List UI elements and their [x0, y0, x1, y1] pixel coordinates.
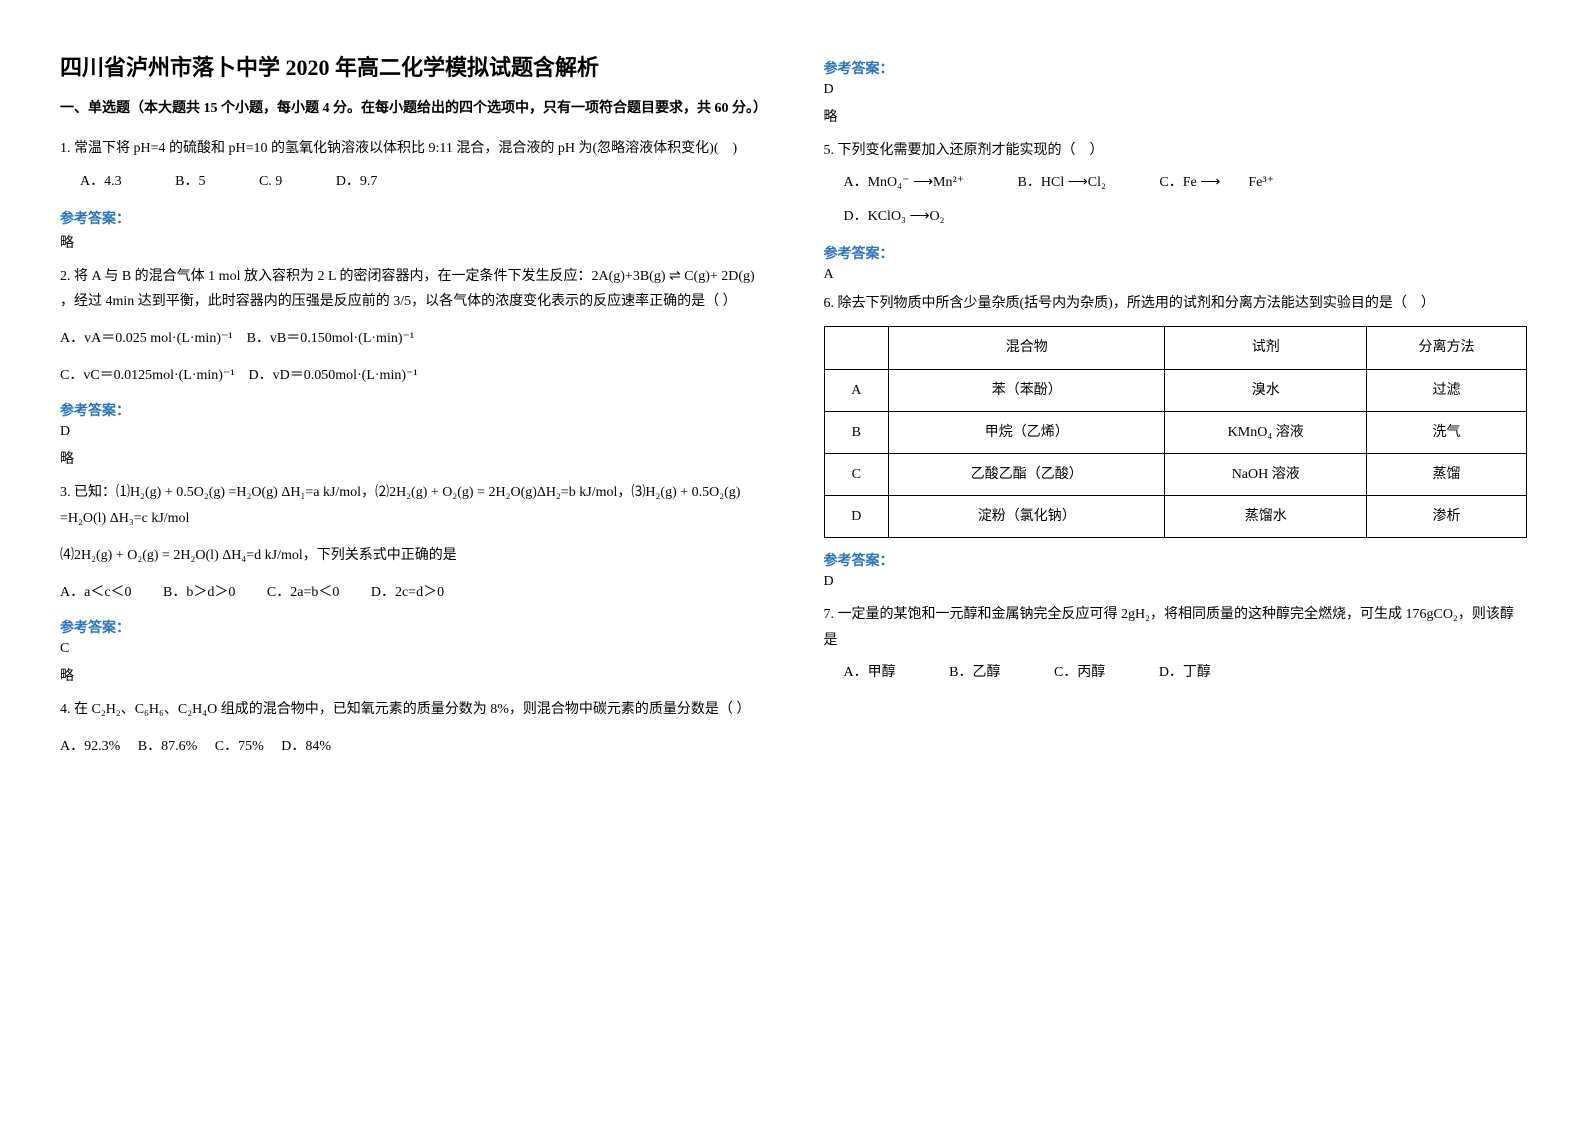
- answer-label: 参考答案：: [60, 617, 764, 637]
- q3-optD: D．2c=d＞0: [371, 585, 444, 600]
- q7-optC: C．丙醇: [1054, 665, 1105, 680]
- q3-answer: C: [60, 641, 764, 657]
- table-row: C 乙酸乙酯（乙酸） NaOH 溶液 蒸馏: [824, 453, 1527, 495]
- cell: 甲烷（乙烯）: [889, 411, 1165, 453]
- answer-skip: 略: [60, 665, 764, 685]
- q6-table: 混合物 试剂 分离方法 A 苯（苯酚） 溴水 过滤 B 甲烷（乙烯） KMnO₄…: [824, 326, 1528, 538]
- q5-answer: A: [824, 267, 1528, 283]
- q5-options-row2: D．KClO₃ ⟶O₂: [844, 203, 1528, 231]
- q5-optA: A．MnO₄⁻ ⟶Mn²⁺: [844, 175, 965, 190]
- answer-label: 参考答案：: [824, 58, 1528, 78]
- q3-optC: C．2a=b＜0: [267, 585, 339, 600]
- cell: B: [824, 411, 889, 453]
- q7-optB: B．乙醇: [949, 665, 1000, 680]
- q2-answer: D: [60, 424, 764, 440]
- q3-optA: A．a＜c＜0: [60, 585, 132, 600]
- q4-optA: A．92.3%: [60, 739, 120, 754]
- q2: 2. 将 A 与 B 的混合气体 1 mol 放入容积为 2 L 的密闭容器内，…: [60, 264, 764, 314]
- th1: 混合物: [889, 327, 1165, 369]
- q1-optB: B．5: [175, 174, 205, 189]
- th2: 试剂: [1165, 327, 1367, 369]
- cell: A: [824, 369, 889, 411]
- q5-optD: D．KClO₃ ⟶O₂: [844, 209, 945, 224]
- q6-text: 6. 除去下列物质中所含少量杂质(括号内为杂质)，所选用的试剂和分离方法能达到实…: [824, 291, 1528, 316]
- q4-optC: C．75%: [215, 739, 264, 754]
- q4: 4. 在 C₂H₂、C₆H₆、C₂H₄O 组成的混合物中，已知氧元素的质量分数为…: [60, 697, 764, 722]
- q3-text: 3. 已知：⑴H₂(g) + 0.5O₂(g) =H₂O(g) ΔH₁=a kJ…: [60, 480, 764, 530]
- q1-options: A．4.3 B．5 C. 9 D．9.7: [80, 168, 764, 196]
- q1-optC: C. 9: [259, 174, 282, 189]
- q3-text2: ⑷2H₂(g) + O₂(g) = 2H₂O(l) ΔH₄=d kJ/mol，下…: [60, 543, 764, 568]
- q5-options-row1: A．MnO₄⁻ ⟶Mn²⁺ B．HCl ⟶Cl₂ C．Fe ⟶ Fe³⁺: [844, 169, 1528, 197]
- table-header-row: 混合物 试剂 分离方法: [824, 327, 1527, 369]
- table-row: B 甲烷（乙烯） KMnO₄ 溶液 洗气: [824, 411, 1527, 453]
- cell: 过滤: [1367, 369, 1527, 411]
- answer-skip: 略: [60, 232, 764, 252]
- cell: NaOH 溶液: [1165, 453, 1367, 495]
- section-header: 一、单选题（本大题共 15 个小题，每小题 4 分。在每小题给出的四个选项中，只…: [60, 98, 764, 120]
- cell: KMnO₄ 溶液: [1165, 411, 1367, 453]
- q1-text: 1. 常温下将 pH=4 的硫酸和 pH=10 的氢氧化钠溶液以体积比 9:11…: [60, 136, 764, 161]
- q5: 5. 下列变化需要加入还原剂才能实现的（ ） A．MnO₄⁻ ⟶Mn²⁺ B．H…: [824, 138, 1528, 231]
- q6-answer: D: [824, 574, 1528, 590]
- q7-optA: A．甲醇: [844, 665, 896, 680]
- cell: 渗析: [1367, 496, 1527, 538]
- q3-options: A．a＜c＜0 B．b＞d＞0 C．2a=b＜0 D．2c=d＞0: [60, 580, 764, 605]
- q5-optC: C．Fe ⟶ Fe³⁺: [1159, 175, 1274, 190]
- q5-text: 5. 下列变化需要加入还原剂才能实现的（ ）: [824, 138, 1528, 163]
- answer-label: 参考答案：: [60, 400, 764, 420]
- q7-options: A．甲醇 B．乙醇 C．丙醇 D．丁醇: [844, 659, 1528, 687]
- table-row: A 苯（苯酚） 溴水 过滤: [824, 369, 1527, 411]
- q1-optA: A．4.3: [80, 174, 122, 189]
- q4-options: A．92.3% B．87.6% C．75% D．84%: [60, 734, 764, 759]
- cell: 溴水: [1165, 369, 1367, 411]
- cell: C: [824, 453, 889, 495]
- cell: D: [824, 496, 889, 538]
- q4-text: 4. 在 C₂H₂、C₆H₆、C₂H₄O 组成的混合物中，已知氧元素的质量分数为…: [60, 697, 764, 722]
- cell: 乙酸乙酯（乙酸）: [889, 453, 1165, 495]
- answer-skip: 略: [60, 448, 764, 468]
- q7: 7. 一定量的某饱和一元醇和金属钠完全反应可得 2gH₂，将相同质量的这种醇完全…: [824, 602, 1528, 686]
- q7-optD: D．丁醇: [1159, 665, 1211, 680]
- answer-skip: 略: [824, 106, 1528, 126]
- q4-answer: D: [824, 82, 1528, 98]
- cell: 蒸馏水: [1165, 496, 1367, 538]
- th3: 分离方法: [1367, 327, 1527, 369]
- q2-lineA: A．vA＝0.025 mol·(L·min)⁻¹ B．vB＝0.150mol·(…: [60, 326, 764, 351]
- cell: 淀粉（氯化钠）: [889, 496, 1165, 538]
- right-column: 参考答案： D 略 5. 下列变化需要加入还原剂才能实现的（ ） A．MnO₄⁻…: [824, 50, 1528, 1072]
- cell: 洗气: [1367, 411, 1527, 453]
- q6: 6. 除去下列物质中所含少量杂质(括号内为杂质)，所选用的试剂和分离方法能达到实…: [824, 291, 1528, 538]
- q1-optD: D．9.7: [336, 174, 378, 189]
- answer-label: 参考答案：: [824, 243, 1528, 263]
- q5-optB: B．HCl ⟶Cl₂: [1018, 175, 1106, 190]
- answer-label: 参考答案：: [824, 550, 1528, 570]
- q4-optD: D．84%: [281, 739, 331, 754]
- q4-optB: B．87.6%: [138, 739, 198, 754]
- q1: 1. 常温下将 pH=4 的硫酸和 pH=10 的氢氧化钠溶液以体积比 9:11…: [60, 136, 764, 195]
- cell: 蒸馏: [1367, 453, 1527, 495]
- q7-text: 7. 一定量的某饱和一元醇和金属钠完全反应可得 2gH₂，将相同质量的这种醇完全…: [824, 602, 1528, 652]
- q3: 3. 已知：⑴H₂(g) + 0.5O₂(g) =H₂O(g) ΔH₁=a kJ…: [60, 480, 764, 530]
- th0: [824, 327, 889, 369]
- table-row: D 淀粉（氯化钠） 蒸馏水 渗析: [824, 496, 1527, 538]
- cell: 苯（苯酚）: [889, 369, 1165, 411]
- q3-optB: B．b＞d＞0: [163, 585, 235, 600]
- answer-label: 参考答案：: [60, 208, 764, 228]
- left-column: 四川省泸州市落卜中学 2020 年高二化学模拟试题含解析 一、单选题（本大题共 …: [60, 50, 764, 1072]
- page-title: 四川省泸州市落卜中学 2020 年高二化学模拟试题含解析: [60, 50, 764, 82]
- q2-lineC: C．vC＝0.0125mol·(L·min)⁻¹ D．vD＝0.050mol·(…: [60, 363, 764, 388]
- q2-text: 2. 将 A 与 B 的混合气体 1 mol 放入容积为 2 L 的密闭容器内，…: [60, 264, 764, 314]
